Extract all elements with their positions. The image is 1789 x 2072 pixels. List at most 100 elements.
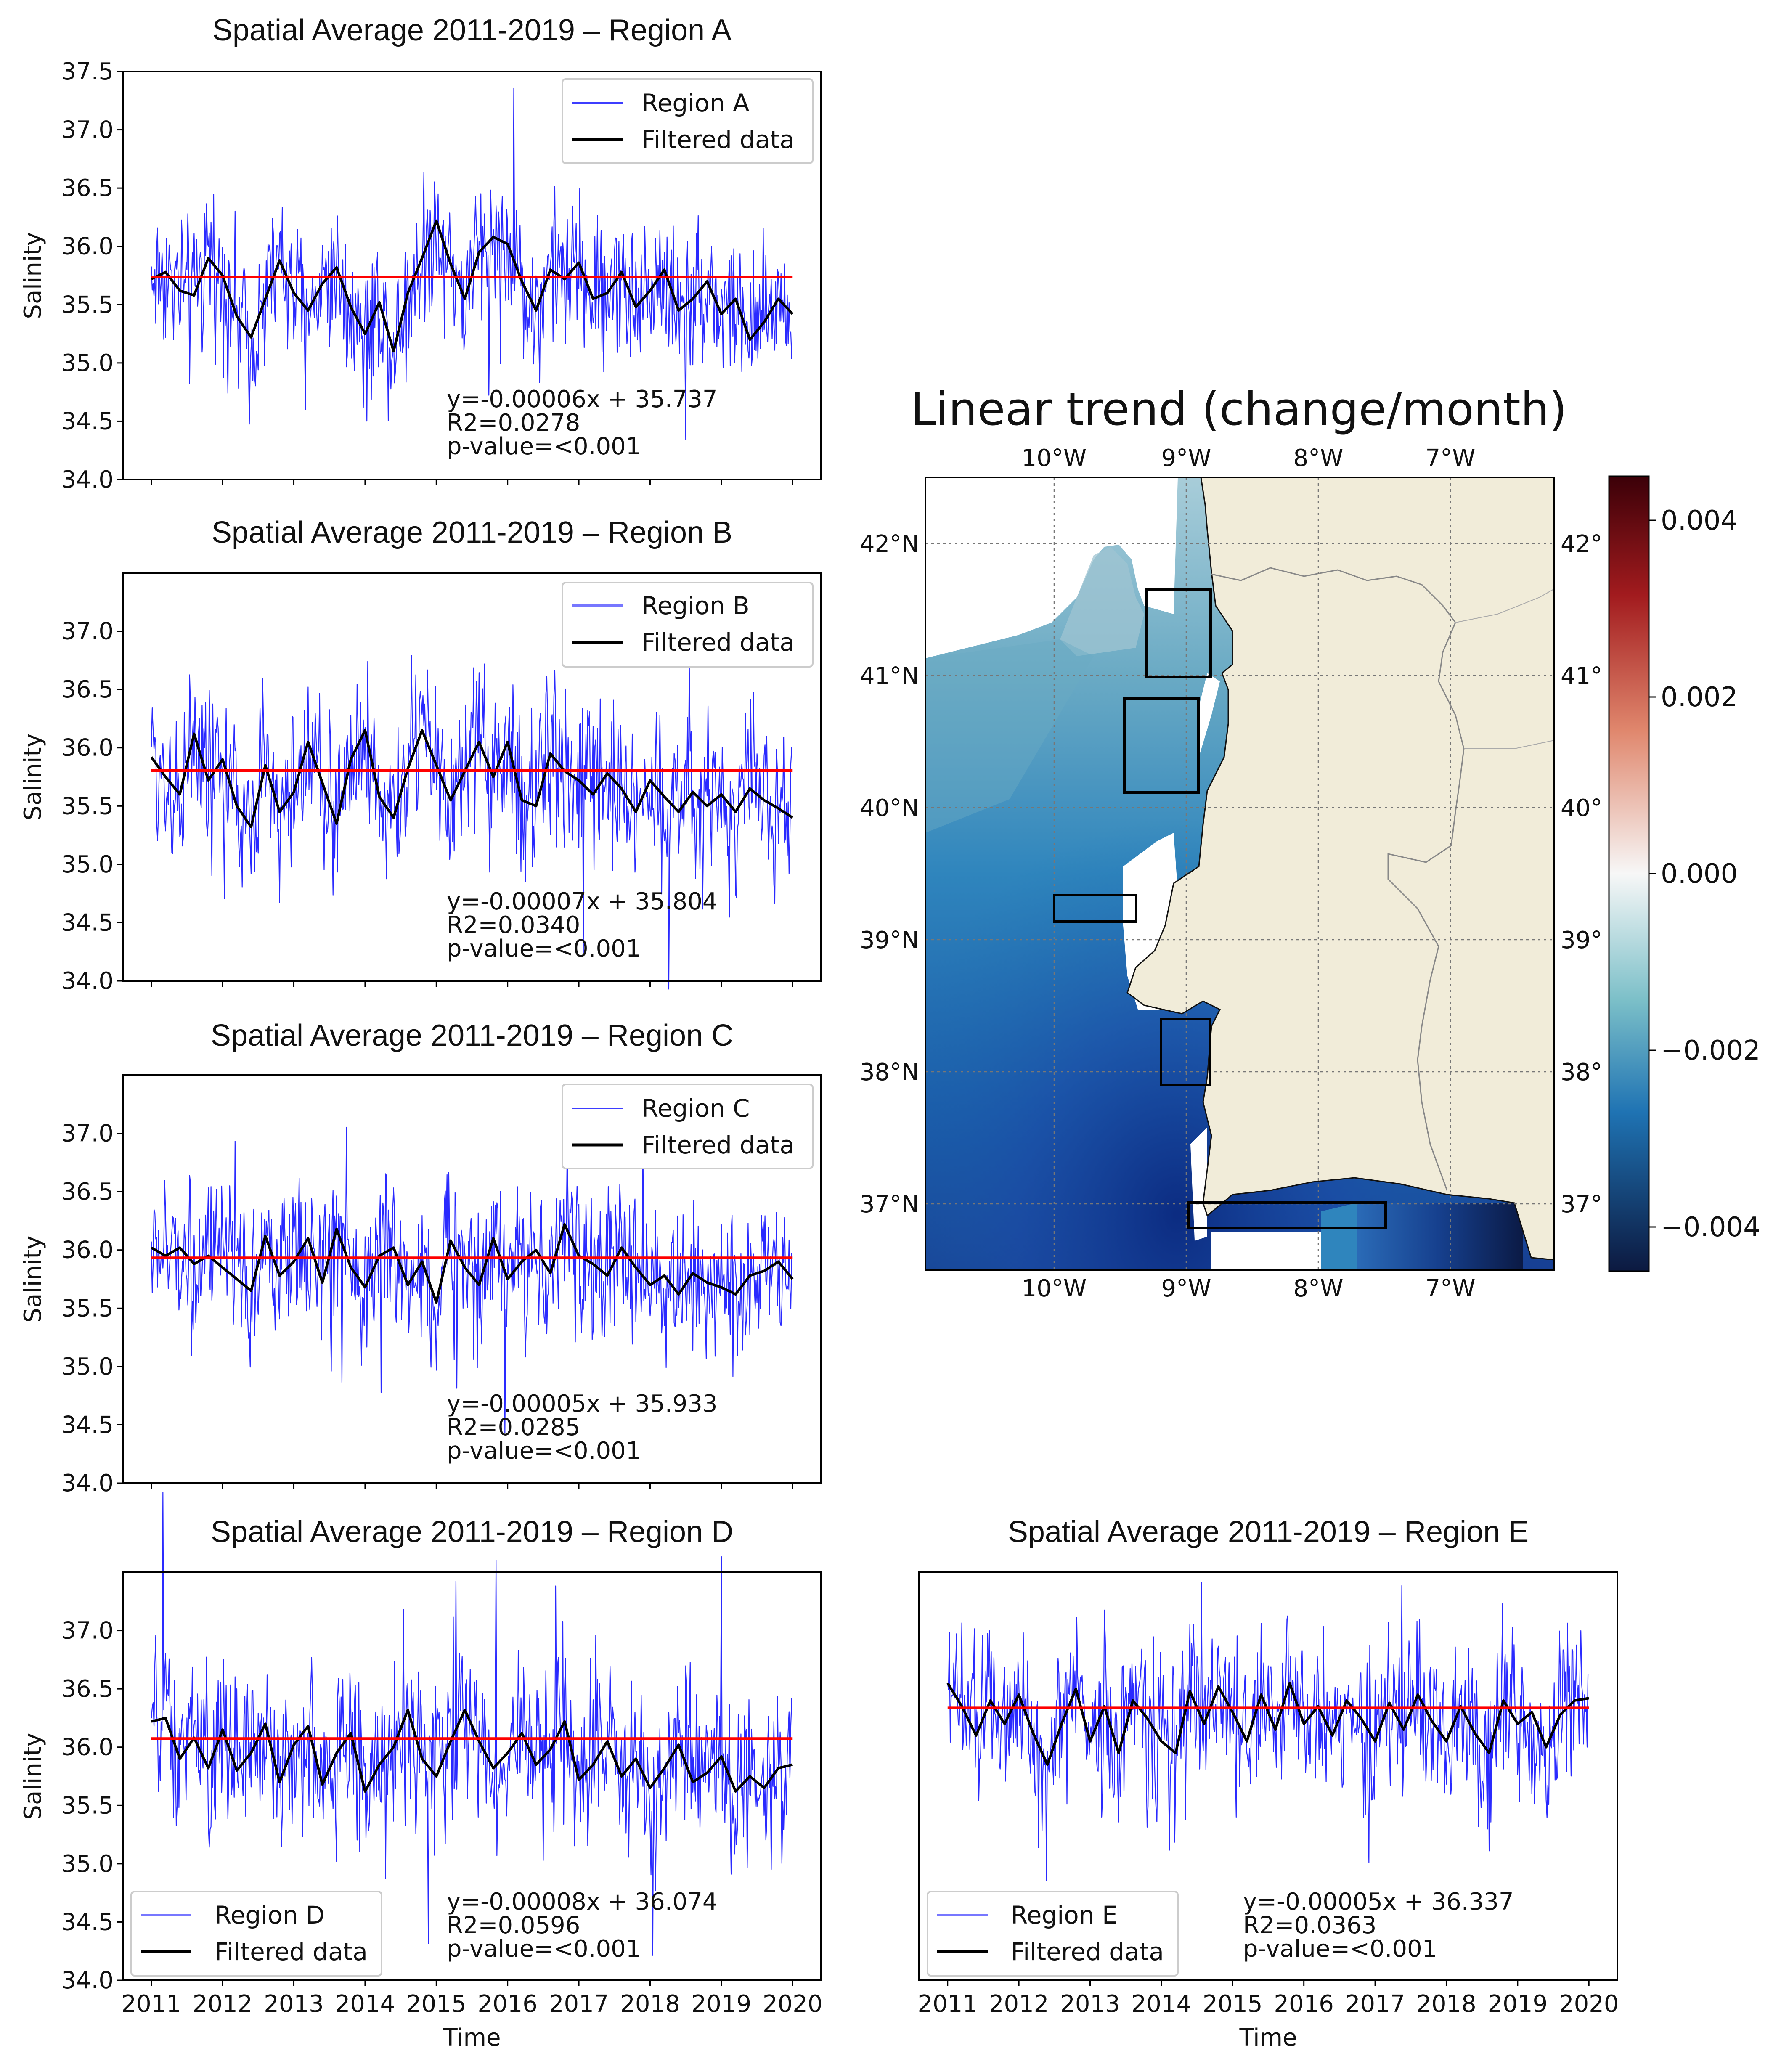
p-value-text: p-value=<0.001 <box>447 433 641 460</box>
y-tick-label: 35.5 <box>61 291 114 318</box>
plot-frame <box>122 71 822 480</box>
legend-label-filtered: Filtered data <box>641 125 795 154</box>
region-border <box>1455 588 1555 749</box>
region-box-b <box>1123 697 1200 794</box>
map-y-tick: 37°N <box>860 1191 919 1218</box>
legend-box <box>562 582 814 668</box>
map-x-tick: 10°W <box>1022 1275 1087 1302</box>
map-y-tick-right: 41° <box>1561 662 1602 690</box>
plot-frame <box>122 1074 822 1484</box>
legend-box <box>130 1891 382 1977</box>
chart-title: Spatial Average 2011-2019 – Region C <box>211 1019 733 1052</box>
fit-annotation: y=-0.00008x + 36.074 R2=0.0596 p-value=<… <box>447 1888 717 1963</box>
y-tick-label: 37.5 <box>61 58 114 85</box>
raw-series-line <box>151 655 792 990</box>
r2-text: R2=0.0278 <box>447 409 580 437</box>
country-border <box>1211 567 1465 1191</box>
y-axis-label: Salinity <box>19 232 47 319</box>
y-tick-label: 35.0 <box>61 350 114 377</box>
legend-label-filtered: Filtered data <box>1011 1937 1164 1966</box>
raw-series-line <box>947 1582 1589 1881</box>
chart-panel-region-b: Spatial Average 2011-2019 – Region B Reg… <box>19 516 822 995</box>
legend-box <box>927 1891 1179 1977</box>
fit-annotation: y=-0.00005x + 35.933 R2=0.0285 p-value=<… <box>447 1390 717 1465</box>
algarve-east-trend <box>1354 1203 1523 1270</box>
filtered-series-line <box>151 1223 794 1304</box>
filtered-series-line <box>151 219 794 353</box>
legend-box <box>562 78 814 164</box>
y-tick-label: 37.0 <box>61 1617 114 1645</box>
p-value-text: p-value=<0.001 <box>447 1437 641 1465</box>
y-tick-label: 35.0 <box>61 1353 114 1380</box>
equation-text: y=-0.00006x + 35.737 <box>447 386 717 413</box>
map-frame <box>925 477 1555 1271</box>
x-tick-label: 2015 <box>406 1990 466 2018</box>
equation-text: y=-0.00005x + 36.337 <box>1243 1888 1513 1916</box>
map-top-x-ticks: 10°W 9°W 8°W 7°W <box>1022 445 1476 472</box>
y-tick-label: 36.5 <box>61 1675 114 1703</box>
map-x-tick: 9°W <box>1161 445 1211 472</box>
colorbar-tick-label: 0.004 <box>1661 505 1738 536</box>
x-tick-label: 2019 <box>692 1990 752 2018</box>
colorbar-tick-label: 0.002 <box>1661 682 1738 713</box>
chart-title: Spatial Average 2011-2019 – Region D <box>211 1515 733 1549</box>
y-tick-label: 37.0 <box>61 1120 114 1147</box>
y-tick-label: 35.0 <box>61 1850 114 1878</box>
chart-panel-region-a: Spatial Average 2011-2019 – Region A Reg… <box>19 13 822 493</box>
map-y-tick-right: 39° <box>1561 927 1602 954</box>
colorbar: 0.004 0.002 0.000 −0.002 −0.004 <box>1608 475 1760 1272</box>
y-tick-label: 35.0 <box>61 851 114 878</box>
plot-frame <box>918 1571 1618 1981</box>
no-data-coast-b <box>1197 673 1220 757</box>
fit-annotation: y=-0.00006x + 35.737 R2=0.0278 p-value=<… <box>447 386 717 460</box>
x-tick-label: 2012 <box>989 1990 1049 2018</box>
y-tick-label: 34.0 <box>61 1967 114 1994</box>
map-y-tick-right: 37° <box>1561 1191 1602 1218</box>
trend-map-panel: Linear trend (change/month) <box>860 383 1760 1302</box>
legend: Region E Filtered data <box>927 1891 1179 1977</box>
y-tick-label: 35.5 <box>61 1295 114 1322</box>
map-y-tick: 41°N <box>860 662 919 690</box>
chart-title: Spatial Average 2011-2019 – Region A <box>212 13 732 47</box>
legend-label-filtered: Filtered data <box>641 628 795 657</box>
y-tick-label: 36.0 <box>61 1734 114 1761</box>
map-bottom-x-ticks: 10°W 9°W 8°W 7°W <box>1022 1275 1476 1302</box>
region-boxes <box>1053 588 1387 1229</box>
map-x-tick: 8°W <box>1293 445 1344 472</box>
y-tick-label: 34.5 <box>61 909 114 936</box>
y-tick-label: 34.5 <box>61 1411 114 1439</box>
x-tick-label: 2017 <box>1345 1990 1405 2018</box>
x-tick-label: 2016 <box>477 1990 538 2018</box>
plot-frame <box>122 572 822 982</box>
r2-text: R2=0.0340 <box>447 911 580 939</box>
y-tick-label: 36.5 <box>61 175 114 202</box>
map-y-tick-right: 42° <box>1561 530 1602 558</box>
y-tick-label: 37.0 <box>61 117 114 144</box>
r2-text: R2=0.0285 <box>447 1414 580 1441</box>
chart-title: Spatial Average 2011-2019 – Region B <box>212 516 732 549</box>
chart-panel-region-d: Spatial Average 2011-2019 – Region D Reg… <box>19 1492 823 2051</box>
colorbar-tick-label: −0.004 <box>1661 1212 1760 1243</box>
legend-label-raw: Region A <box>641 89 750 117</box>
x-tick-label: 2019 <box>1488 1990 1548 2018</box>
p-value-text: p-value=<0.001 <box>1243 1935 1437 1963</box>
legend-box <box>562 1084 814 1169</box>
y-tick-label: 34.0 <box>61 466 114 493</box>
y-tick-label: 37.0 <box>61 618 114 645</box>
legend: Region A Filtered data <box>562 78 814 164</box>
x-tick-label: 2011 <box>917 1990 978 2018</box>
map-x-tick: 8°W <box>1293 1275 1344 1302</box>
x-tick-label: 2014 <box>335 1990 395 2018</box>
map-right-y-ticks: 42° 41° 40° 39° 38° 37° <box>1561 530 1602 1218</box>
r2-text: R2=0.0363 <box>1243 1912 1376 1939</box>
map-left-y-ticks: 42°N 41°N 40°N 39°N 38°N 37°N <box>860 530 919 1218</box>
p-value-text: p-value=<0.001 <box>447 1935 641 1963</box>
y-axis-label: Salinity <box>19 1235 47 1322</box>
plot-frame <box>122 1571 822 1981</box>
chart-panel-region-e: Spatial Average 2011-2019 – Region E Reg… <box>917 1515 1619 2051</box>
y-tick-label: 34.0 <box>61 1470 114 1497</box>
legend-label-raw: Region E <box>1011 1901 1118 1929</box>
x-tick-label: 2011 <box>121 1990 181 2018</box>
r2-text: R2=0.0596 <box>447 1912 580 1939</box>
